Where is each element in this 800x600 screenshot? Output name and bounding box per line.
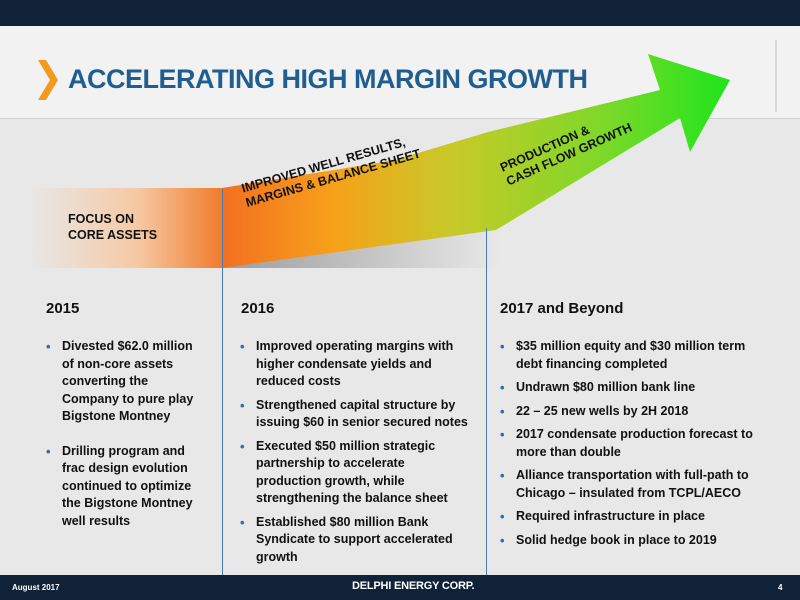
list-item: Solid hedge book in place to 2019	[500, 532, 780, 550]
chevron-right-icon	[38, 60, 58, 100]
title-right-divider	[775, 40, 777, 112]
list-item: $35 million equity and $30 million termd…	[500, 338, 780, 373]
arrow-body	[222, 54, 730, 268]
list-item: Alliance transportation with full-path t…	[500, 467, 780, 502]
company-logo: DELPHI ENERGY CORP.	[352, 580, 475, 592]
page-number: 4	[778, 583, 783, 592]
list-item: Undrawn $80 million bank line	[500, 379, 780, 397]
column-divider-2	[486, 228, 487, 575]
list-item: Required infrastructure in place	[500, 508, 780, 526]
footer-date: August 2017	[12, 583, 60, 592]
footer-bar	[0, 575, 800, 600]
list-item: Strengthened capital structure byissuing…	[240, 397, 480, 432]
list-item: 22 – 25 new wells by 2H 2018	[500, 403, 780, 421]
column-heading-2016: 2016	[241, 300, 275, 317]
list-item: 2017 condensate production forecast tomo…	[500, 426, 780, 461]
phase-focus-label: FOCUS ON CORE ASSETS	[68, 212, 158, 242]
page-title: ACCELERATING HIGH MARGIN GROWTH	[68, 64, 588, 94]
growth-arrow	[30, 54, 730, 268]
bullet-list-2017: $35 million equity and $30 million termd…	[500, 338, 780, 549]
column-heading-2017: 2017 and Beyond	[500, 300, 624, 317]
title-divider	[0, 118, 800, 119]
column-divider-1	[222, 189, 223, 575]
list-item: Executed $50 million strategicpartnershi…	[240, 438, 480, 508]
top-bar	[0, 0, 800, 26]
column-heading-2015: 2015	[46, 300, 80, 317]
